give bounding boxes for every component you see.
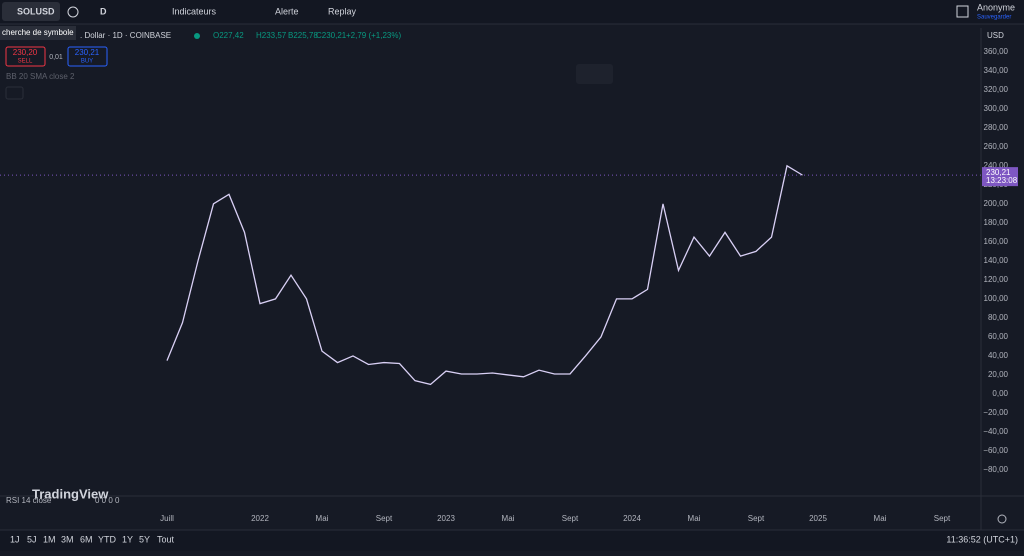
y-tick-label: −80,00 (983, 465, 1008, 474)
x-tick-label: 2022 (251, 514, 269, 523)
range-button[interactable]: 1M (43, 534, 56, 544)
x-tick-label: Mai (688, 514, 701, 523)
spread: 0,01 (49, 54, 63, 61)
settings[interactable] (997, 514, 1007, 524)
user[interactable]: Anonyme (977, 2, 1015, 12)
y-tick-label: 320,00 (984, 85, 1009, 94)
y-tick-label: 280,00 (984, 123, 1009, 132)
toolbar (0, 0, 1024, 24)
price-line (166, 164, 803, 386)
tooltip: cherche de symbole (2, 28, 74, 37)
y-tick-label: 260,00 (984, 142, 1009, 151)
x-tick-label: Mai (316, 514, 329, 523)
y-tick-label: 0,00 (992, 389, 1008, 398)
y-tick-label: 180,00 (984, 218, 1009, 227)
sell-price[interactable]: 230,20 (13, 48, 38, 57)
y-tick-label: 300,00 (984, 104, 1009, 113)
countdown: 13:23:08 (986, 176, 1018, 185)
buy-price[interactable]: 230,21 (75, 48, 100, 57)
logo: TradingView (32, 486, 109, 501)
ohlc-value: +2,79 (+1,23%) (346, 31, 401, 40)
sell-label[interactable]: SELL (18, 59, 33, 65)
x-tick-label: Sept (562, 514, 579, 523)
x-tick-label: 2023 (437, 514, 455, 523)
range-button[interactable]: YTD (98, 534, 117, 544)
y-tick-label: 160,00 (984, 237, 1009, 246)
collapse[interactable] (5, 86, 24, 100)
clock: 11:36:52 (UTC+1) (946, 534, 1018, 544)
drag-handle[interactable] (576, 64, 613, 84)
y-tick-label: 340,00 (984, 66, 1009, 75)
buy-button[interactable] (67, 46, 108, 67)
tooltip-bg (0, 26, 76, 40)
x-tick-label: Sept (934, 514, 951, 523)
y-tick-label: 200,00 (984, 199, 1009, 208)
rsi-label: RSI 14 close (6, 496, 52, 505)
legend: . Dollar · 1D · COINBASE (80, 31, 171, 40)
sell-button[interactable] (5, 46, 46, 67)
range-button[interactable]: 3M (61, 534, 74, 544)
x-tick-label: Mai (874, 514, 887, 523)
range-button[interactable]: 5J (27, 534, 37, 544)
ohlc-value: C230,21 (316, 31, 347, 40)
y-tick-label: 100,00 (984, 294, 1009, 303)
y-tick-label: 40,00 (988, 351, 1009, 360)
range-button[interactable]: Tout (157, 534, 175, 544)
ohlc-value: B225,78 (288, 31, 318, 40)
y-tick-label: 240,00 (984, 161, 1009, 170)
x-tick-label: Juill (160, 514, 174, 523)
symbol[interactable]: SOLUSD (17, 6, 55, 16)
market-open (194, 33, 200, 39)
symbol-button[interactable] (2, 2, 60, 21)
x-tick-label: 2025 (809, 514, 827, 523)
add-symbol[interactable] (67, 6, 79, 18)
bottom-bar (0, 530, 1024, 551)
y-tick-label: 60,00 (988, 332, 1009, 341)
range-button[interactable]: 1Y (122, 534, 133, 544)
y-tick-label: 140,00 (984, 256, 1009, 265)
range-button[interactable]: 5Y (139, 534, 150, 544)
layout-icon[interactable] (956, 5, 969, 18)
ohlc-value: O227,42 (213, 31, 244, 40)
range-button[interactable]: 6M (80, 534, 93, 544)
x-tick-label: 2024 (623, 514, 641, 523)
bb-indicator: BB 20 SMA close 2 (6, 72, 75, 81)
alert[interactable]: Alerte (275, 6, 299, 16)
replay[interactable]: Replay (328, 6, 357, 16)
rsi-values: 0 0 0 0 (95, 496, 120, 505)
save[interactable]: Sauvegarder (977, 15, 1011, 21)
last-price-box (982, 167, 1018, 187)
last-price: 230,21 (986, 168, 1011, 177)
x-tick-label: Sept (376, 514, 393, 523)
y-tick-label: 120,00 (984, 275, 1009, 284)
y-tick-label: −60,00 (983, 446, 1008, 455)
buy-label[interactable]: BUY (81, 59, 93, 65)
y-tick-label: 80,00 (988, 313, 1009, 322)
x-tick-label: Mai (502, 514, 515, 523)
range-button[interactable]: 1J (10, 534, 20, 544)
y-tick-label: 20,00 (988, 370, 1009, 379)
indicators[interactable]: Indicateurs (172, 6, 217, 16)
x-tick-label: Sept (748, 514, 765, 523)
currency[interactable]: USD (987, 31, 1004, 40)
interval[interactable]: D (100, 6, 107, 16)
y-tick-label: −20,00 (983, 408, 1008, 417)
y-tick-label: 360,00 (984, 47, 1009, 56)
ohlc-value: H233,57 (256, 31, 287, 40)
y-tick-label: −40,00 (983, 427, 1008, 436)
